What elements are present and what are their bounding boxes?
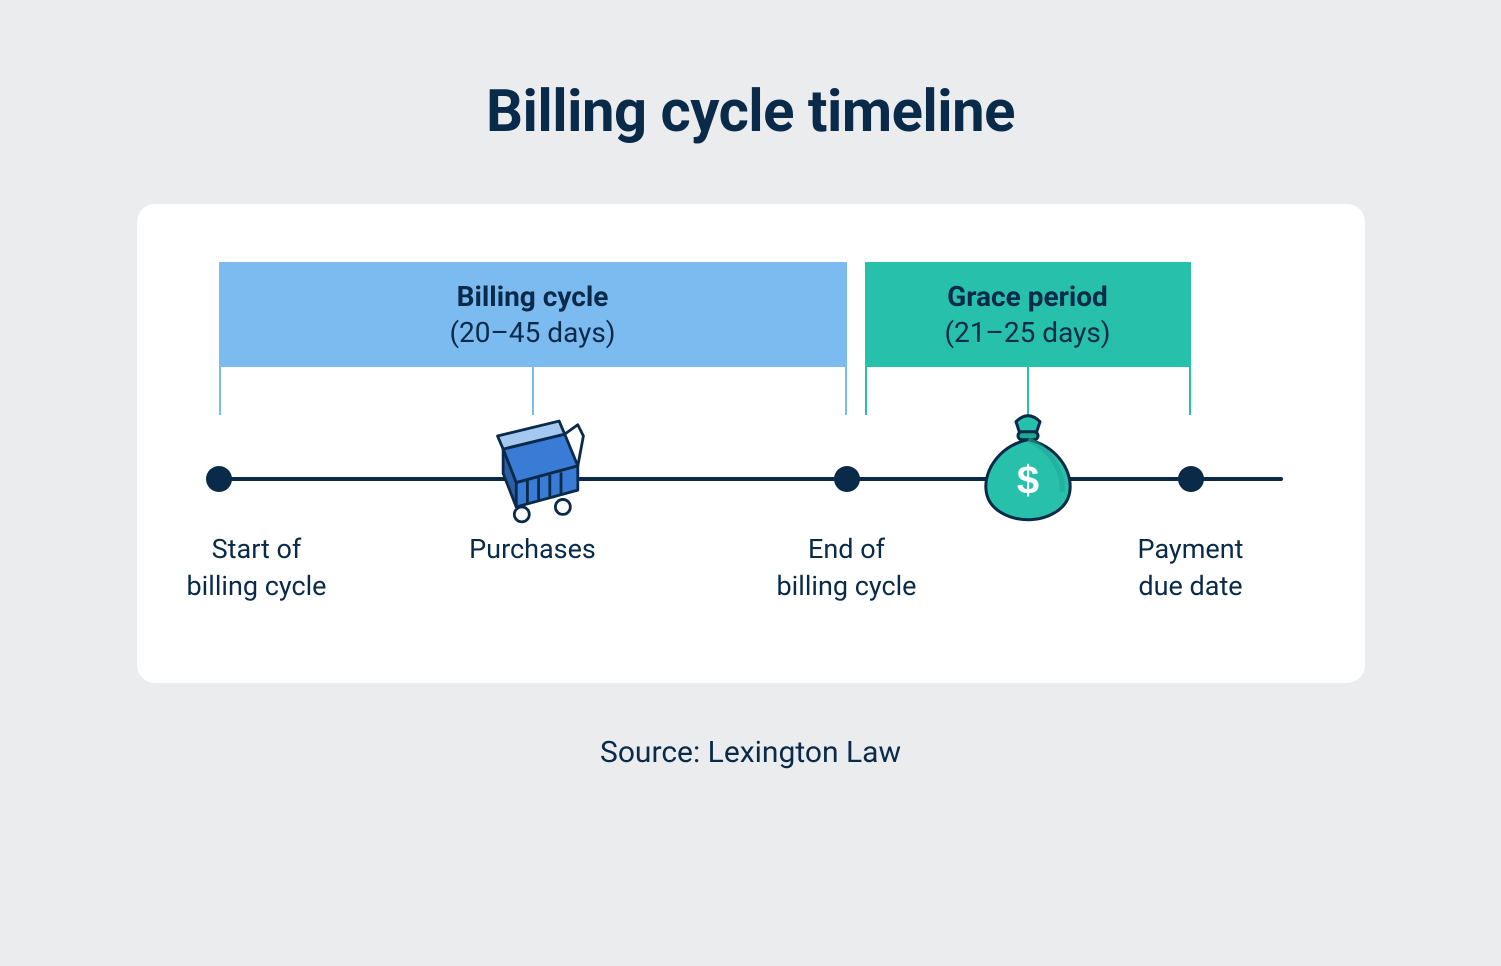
period-grace: Grace period (21–25 days) [865,262,1191,367]
source-line: Source: Lexington Law [600,735,901,770]
label-purchases: Purchases [469,531,596,567]
period-billing-subtitle: (20–45 days) [229,314,837,352]
bracket-billing [219,367,847,415]
period-billing: Billing cycle (20–45 days) [219,262,847,367]
label-end: End ofbilling cycle [777,531,917,604]
bracket-grace [865,367,1191,415]
timeline-line [219,477,1283,481]
dot-end [834,466,860,492]
timeline-card: Billing cycle (20–45 days) Grace period … [137,204,1365,683]
label-end-text: End ofbilling cycle [777,533,917,601]
period-row: Billing cycle (20–45 days) Grace period … [207,262,1295,367]
label-start: Start ofbilling cycle [187,531,327,604]
label-due: Paymentdue date [1138,531,1244,604]
period-grace-subtitle: (21–25 days) [875,314,1181,352]
label-purchases-text: Purchases [469,533,596,565]
period-grace-title: Grace period [875,280,1181,314]
money-bag-icon: $ [978,412,1078,528]
dot-start [206,466,232,492]
shopping-cart-icon [477,412,589,528]
page-title: Billing cycle timeline [486,78,1015,146]
timeline: $ [207,467,1295,491]
period-billing-title: Billing cycle [229,280,837,314]
label-start-text: Start ofbilling cycle [187,533,327,601]
svg-text:$: $ [1016,459,1038,503]
dot-due [1178,466,1204,492]
timeline-labels: Start ofbilling cycle Purchases End ofbi… [207,531,1295,621]
label-due-text: Paymentdue date [1138,533,1244,601]
